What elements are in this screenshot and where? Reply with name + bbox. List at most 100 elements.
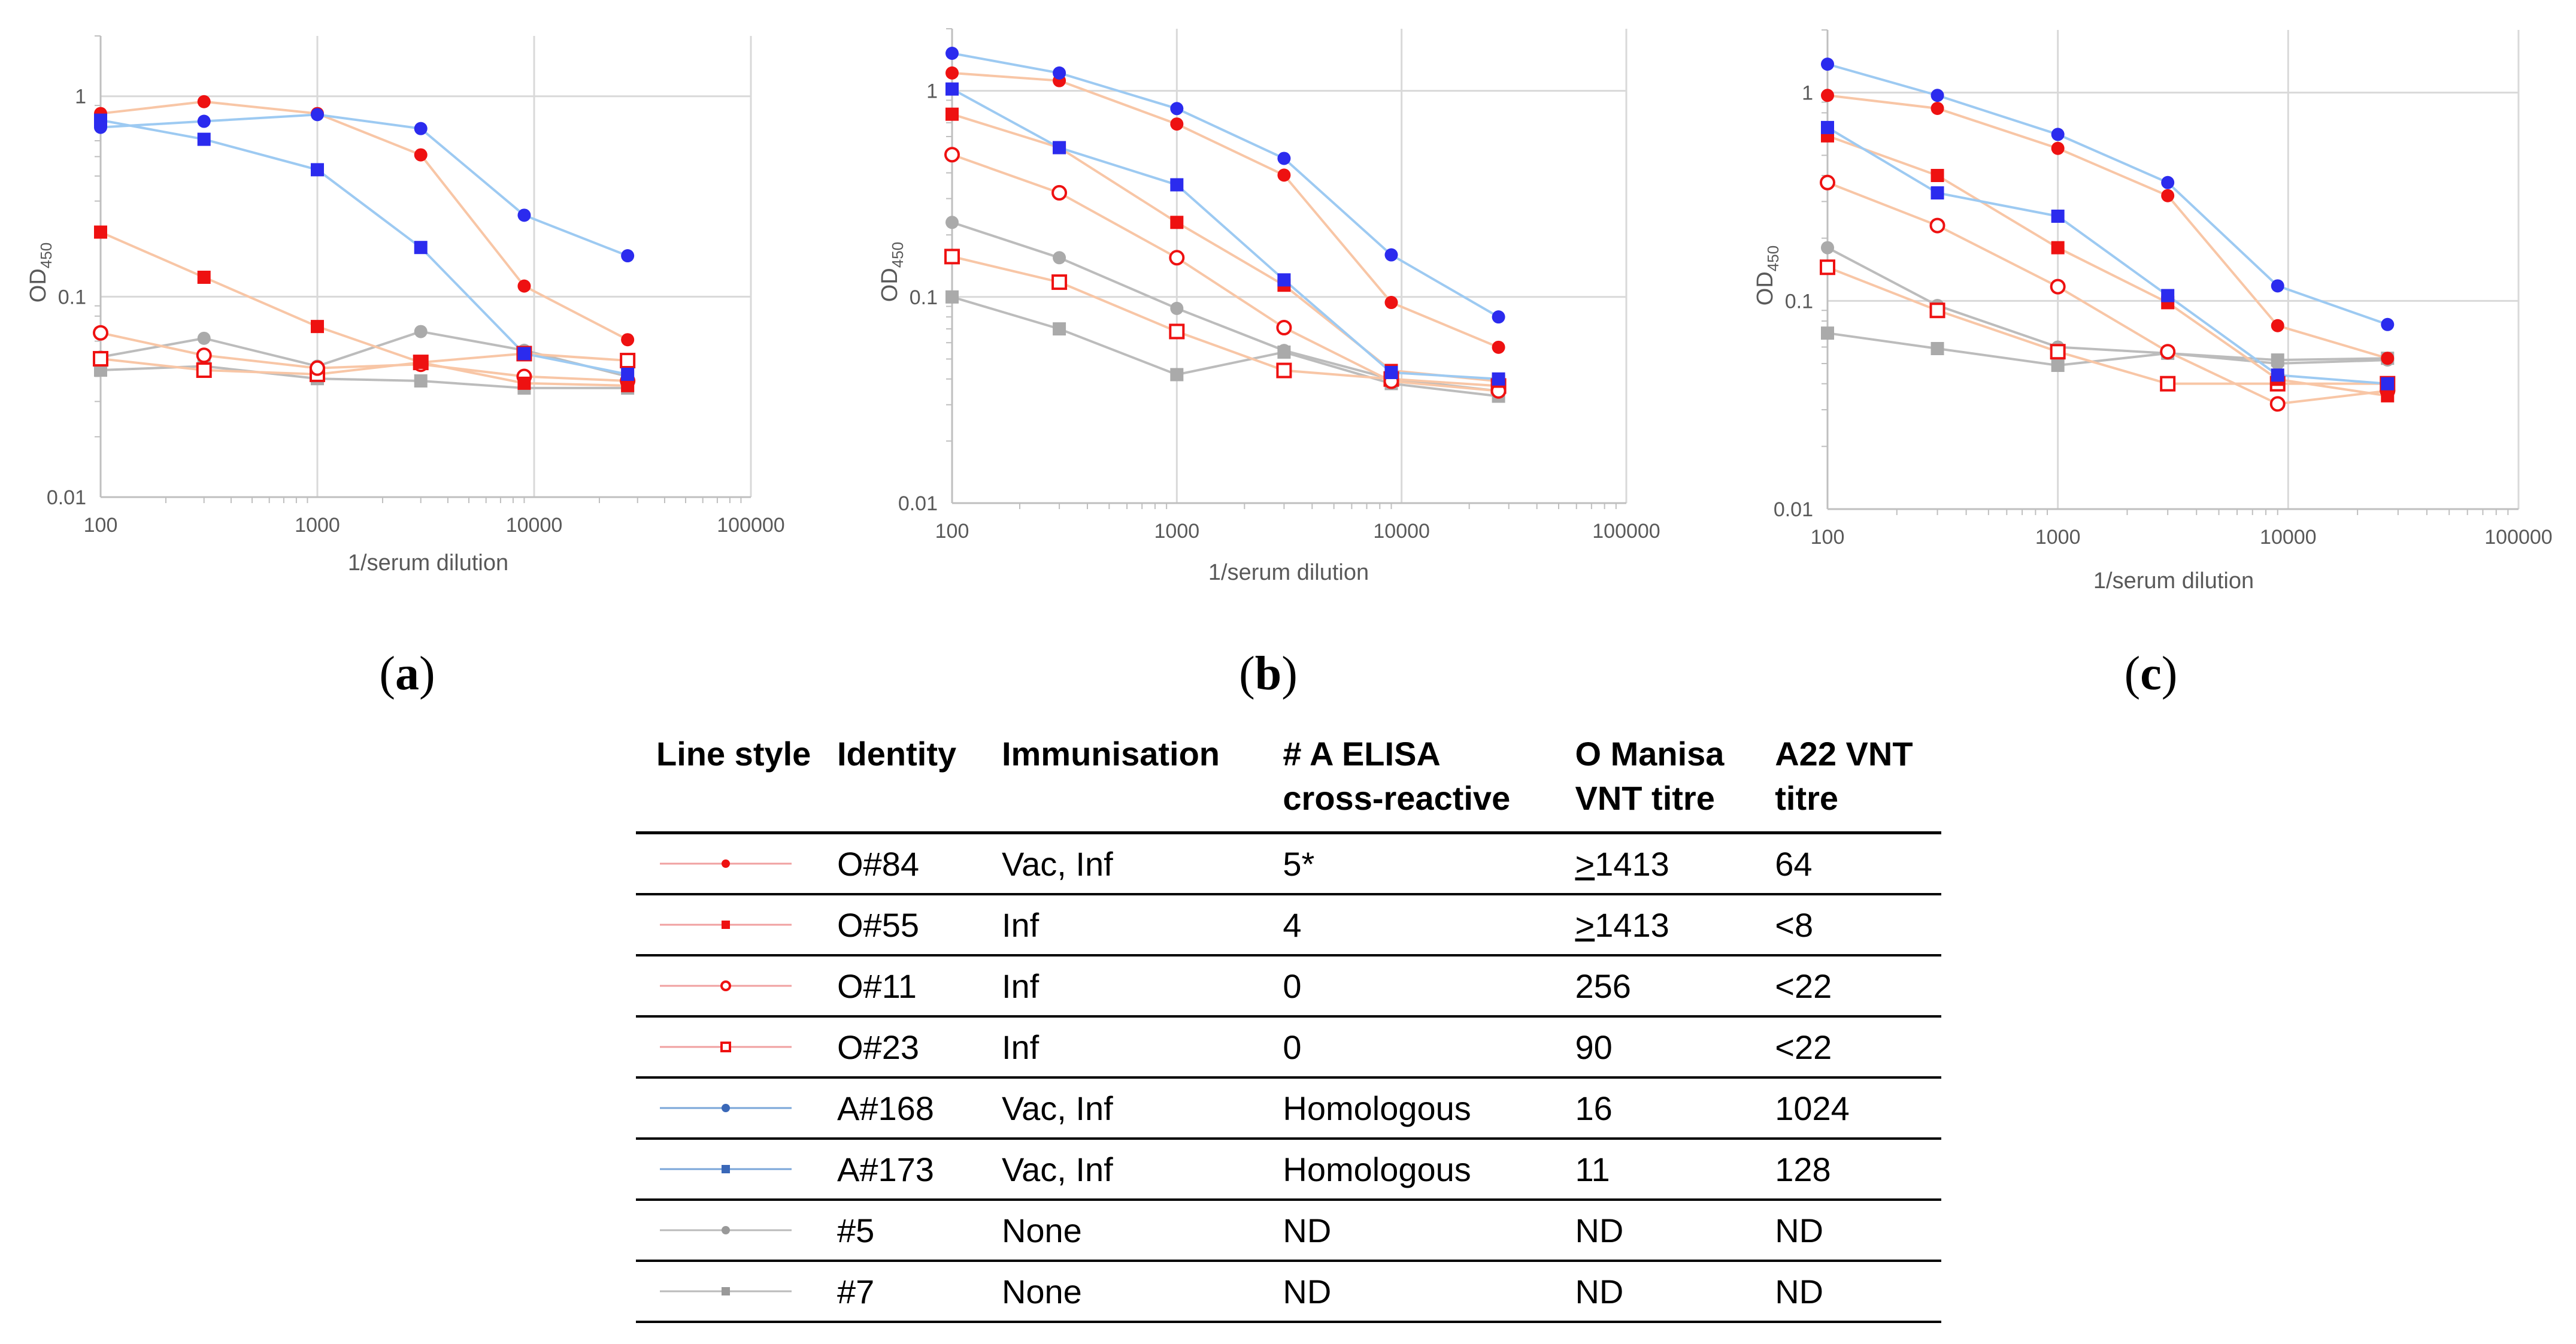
data-point-o55 [197,270,211,284]
data-point-a173 [1931,186,1944,200]
manisa-value: ND [1575,1211,1624,1249]
data-point-a168 [1821,57,1834,71]
series-line-o84 [951,71,1499,349]
series-line-a173 [951,87,1499,380]
data-point-7 [2051,359,2065,373]
a22-cell: ND [1754,1200,1941,1262]
data-point-o23 [1276,362,1292,379]
y-tick-label: 0.01 [1774,498,1813,521]
identity-cell: #7 [817,1261,981,1323]
y-tick-label: 1 [926,80,938,103]
data-point-o11 [1820,174,1835,190]
series-line-o23 [951,255,1499,388]
line-style-cell [636,955,817,1018]
manisa-cell: ND [1554,1200,1755,1262]
manisa-value: 1413 [1595,844,1669,883]
swatch-marker [720,1041,731,1052]
identity-cell: O#11 [817,955,981,1018]
data-point-a173 [2161,289,2175,302]
data-point-o55 [1170,216,1184,229]
manisa-value: 16 [1575,1089,1613,1127]
data-point-a168 [311,108,324,122]
y-tick-label: 0.1 [1785,290,1813,313]
swatch-marker [722,859,730,868]
data-point-a168 [2051,128,2065,141]
x-axis-label: 1/serum dilution [2093,568,2254,594]
legend-row: #5 None ND ND ND [636,1200,1941,1262]
data-point-a173 [1053,141,1066,155]
swatch-marker [722,1225,730,1234]
series-line-a173 [1826,126,2388,385]
swatch-marker [722,1103,730,1112]
data-point-o23 [2050,344,2066,360]
data-point-a173 [1277,273,1291,287]
y-tick-label: 0.1 [910,286,938,309]
data-point-o55 [94,225,107,239]
chart-panel-1: 100 1000 10000 100000 1 0.1 0.01 1/serum diluti… [26,35,785,576]
x-tick-label: 100 [1811,526,1845,549]
elisa-cell: 0 [1262,955,1555,1018]
data-point-a173 [517,347,531,361]
data-point-a168 [197,114,211,128]
line-style-swatch [660,1103,792,1112]
x-axis-label: 1/serum dilution [1208,560,1369,585]
line-style-cell [636,894,817,956]
data-point-a173 [2381,377,2395,391]
manisa-cell: >1413 [1554,894,1755,956]
manisa-cell: 11 [1554,1139,1755,1201]
manisa-cell: 256 [1554,955,1755,1018]
header-a22: A22 VNT titre [1754,719,1941,834]
y-axis-label: OD450 [1753,246,1782,305]
x-tick-label: 10000 [506,514,563,537]
data-point-a173 [621,367,635,381]
data-point-o55 [414,356,428,370]
data-point-a173 [2051,209,2065,223]
x-tick-label: 100000 [717,514,784,537]
header-manisa: O Manisa VNT titre [1554,719,1755,834]
series-line-7 [1827,332,2388,367]
data-point-7 [1170,368,1184,382]
swatch-marker [722,920,730,929]
immunisation-cell: Inf [981,1016,1263,1079]
data-point-a173 [1170,178,1184,192]
panel-label-b: (b) [1239,647,1298,700]
data-point-a173 [1821,120,1834,134]
data-point-o84 [945,66,959,80]
data-point-o11 [2160,344,2176,360]
legend-row: #7 None ND ND ND [636,1261,1941,1323]
data-point-o55 [311,320,324,334]
data-point-7 [2271,353,2284,367]
series-line-a168 [100,113,628,257]
series-line-o11 [951,153,1499,392]
data-point-o55 [2381,389,2395,402]
y-tick-label: 1 [75,86,86,108]
y-axis-label: OD450 [26,243,55,302]
legend-row: O#11 Inf 0 256 <22 [636,955,1941,1018]
data-point-a168 [2271,279,2284,293]
data-point-o23 [2160,376,2176,392]
line-style-swatch [660,1041,792,1052]
immunisation-cell: Vac, Inf [981,1139,1263,1201]
y-tick-label: 1 [1802,82,1813,105]
data-point-5 [1821,241,1834,255]
data-point-5 [1170,301,1184,315]
data-point-a173 [414,241,428,255]
series-line-o55 [951,113,1499,383]
line-style-swatch [660,1225,792,1234]
data-point-7 [1277,345,1291,359]
charts-figure: 100 1000 10000 100000 1 0.1 0.01 1/serum diluti… [26,28,2553,594]
series-line-o84 [1827,94,2388,360]
header-immunisation: Immunisation [981,719,1263,834]
a22-cell: <22 [1754,1016,1941,1079]
line-style-swatch [660,920,792,929]
data-point-a173 [1384,365,1398,379]
data-point-o23 [1929,302,1945,319]
data-point-a168 [945,47,959,60]
data-point-o84 [1492,340,1505,354]
data-point-a168 [621,249,635,263]
data-point-o23 [1820,259,1835,276]
manisa-value: 1413 [1595,906,1669,944]
data-point-a168 [1053,66,1066,80]
data-point-o11 [944,147,960,163]
line-style-swatch [660,859,792,868]
